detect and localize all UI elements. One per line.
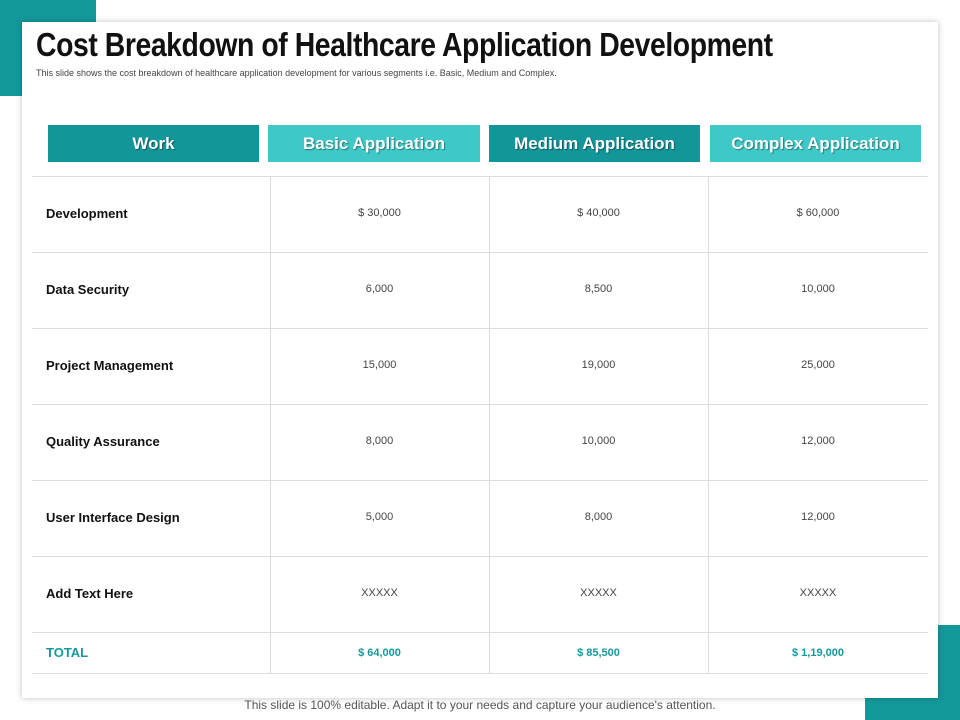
cell: $ 85,500	[577, 646, 620, 659]
cell: XXXXX	[799, 587, 837, 599]
cell: 8,500	[584, 283, 613, 295]
cell: 25,000	[801, 359, 835, 371]
row-label: TOTAL	[46, 645, 89, 660]
row-label: Quality Assurance	[46, 433, 160, 449]
cell: $ 64,000	[358, 646, 401, 659]
cell: 15,000	[362, 359, 397, 371]
cell: $ 1,19,000	[792, 646, 844, 659]
cell: 12,000	[801, 511, 835, 523]
cell: $ 30,000	[358, 207, 401, 219]
footer: This slide is 100% editable. Adapt it to…	[244, 698, 716, 712]
row-divider	[32, 632, 928, 633]
row-divider	[32, 556, 928, 557]
cell: 8,000	[584, 511, 613, 523]
cell: 10,000	[801, 283, 835, 295]
row-label: Project Management	[46, 357, 174, 373]
column-header: Complex Application	[710, 125, 921, 162]
cell: 8,000	[365, 435, 394, 447]
cell: 5,000	[365, 511, 394, 523]
column-divider	[270, 176, 271, 673]
cell: $ 60,000	[796, 207, 840, 219]
cell: 12,000	[801, 435, 835, 447]
cell: $ 40,000	[577, 207, 620, 219]
column-divider	[708, 176, 709, 673]
cell: XXXXX	[361, 587, 398, 599]
cell: 19,000	[581, 359, 616, 371]
row-label: User Interface Design	[46, 509, 180, 525]
row-label: Add Text Here	[46, 585, 134, 601]
row-divider	[32, 404, 928, 405]
column-divider	[489, 176, 490, 673]
row-label: Data Security	[46, 281, 130, 297]
title: Cost Breakdown of Healthcare Application…	[36, 26, 773, 63]
column-header: Work	[48, 125, 259, 162]
subtitle: This slide shows the cost breakdown of h…	[36, 68, 557, 78]
row-divider	[32, 176, 928, 177]
cell: XXXXX	[580, 587, 617, 599]
cell: 6,000	[365, 283, 394, 295]
column-header: Medium Application	[489, 125, 700, 162]
row-label: Development	[46, 205, 128, 221]
row-divider	[32, 252, 928, 253]
row-divider	[32, 673, 928, 674]
cell: 10,000	[581, 435, 616, 447]
column-header: Basic Application	[268, 125, 480, 162]
row-divider	[32, 328, 928, 329]
row-divider	[32, 480, 928, 481]
